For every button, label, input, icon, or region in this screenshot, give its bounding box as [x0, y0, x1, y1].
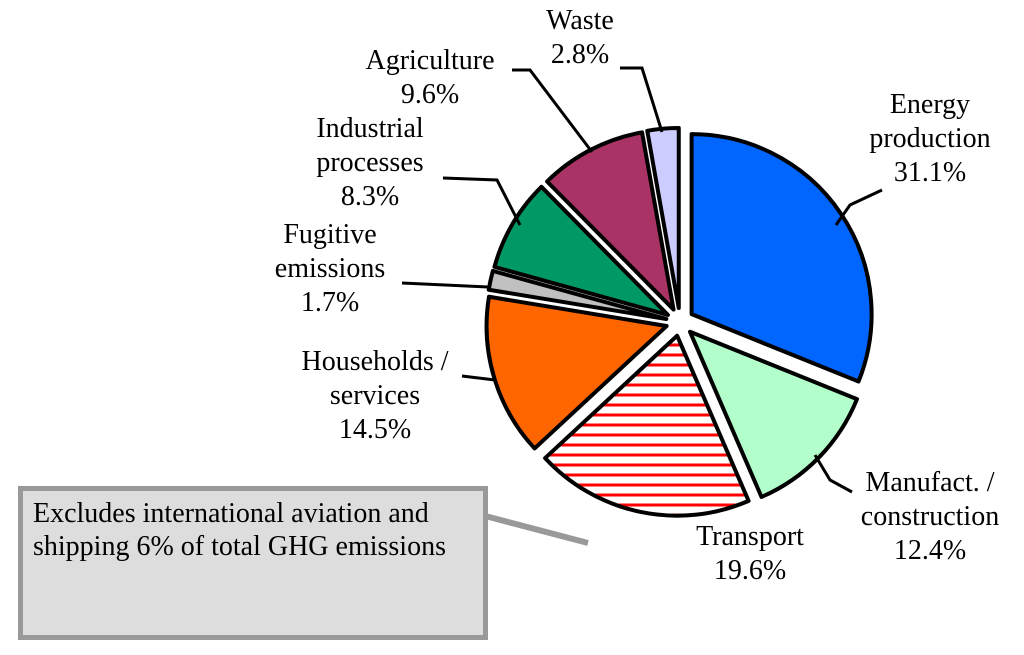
leader-line [401, 281, 489, 289]
value-label: 19.6% [713, 555, 787, 586]
annotation: Excludes international aviation and ship… [18, 486, 488, 640]
slice-label: Fugitive emissions 1.7% [250, 218, 410, 320]
annotation-pointer [469, 509, 589, 546]
category-name: Energy production [869, 89, 991, 154]
leader-line [512, 68, 594, 153]
value-label: 2.8% [550, 39, 610, 70]
category-name: Waste [546, 5, 614, 36]
slice-label: Transport 19.6% [670, 520, 830, 588]
value-label: 8.3% [340, 181, 400, 212]
leader-line [813, 454, 853, 494]
pie-slice [689, 132, 874, 384]
value-label: 12.4% [893, 535, 967, 566]
value-label: 31.1% [893, 157, 967, 188]
category-name: Fugitive emissions [274, 219, 386, 284]
category-name: Agriculture [365, 45, 495, 76]
category-name: Manufact. / construction [860, 467, 1000, 532]
value-label: 14.5% [338, 414, 412, 445]
pie-slice [645, 126, 681, 311]
value-label: 1.7% [300, 287, 360, 318]
category-name: Industrial processes [316, 113, 424, 178]
slice-label: Manufact. / construction 12.4% [840, 466, 1020, 568]
leader-line [620, 66, 664, 133]
leader-line [461, 374, 496, 382]
slice-label: Industrial processes 8.3% [290, 112, 450, 214]
slice-label: Energy production 31.1% [840, 88, 1020, 190]
category-name: Households / services [301, 346, 449, 411]
slice-label: Households / services 14.5% [270, 345, 480, 447]
pie-slice [543, 333, 751, 518]
slice-label: Agriculture 9.6% [340, 44, 520, 112]
pie-slice [492, 184, 670, 317]
category-name: Transport [696, 521, 804, 552]
leader-line [442, 176, 522, 226]
pie-slice [484, 294, 669, 451]
slice-label: Waste 2.8% [520, 4, 640, 72]
leader-line [834, 188, 883, 226]
pie-slice [486, 268, 669, 321]
value-label: 9.6% [400, 79, 460, 110]
